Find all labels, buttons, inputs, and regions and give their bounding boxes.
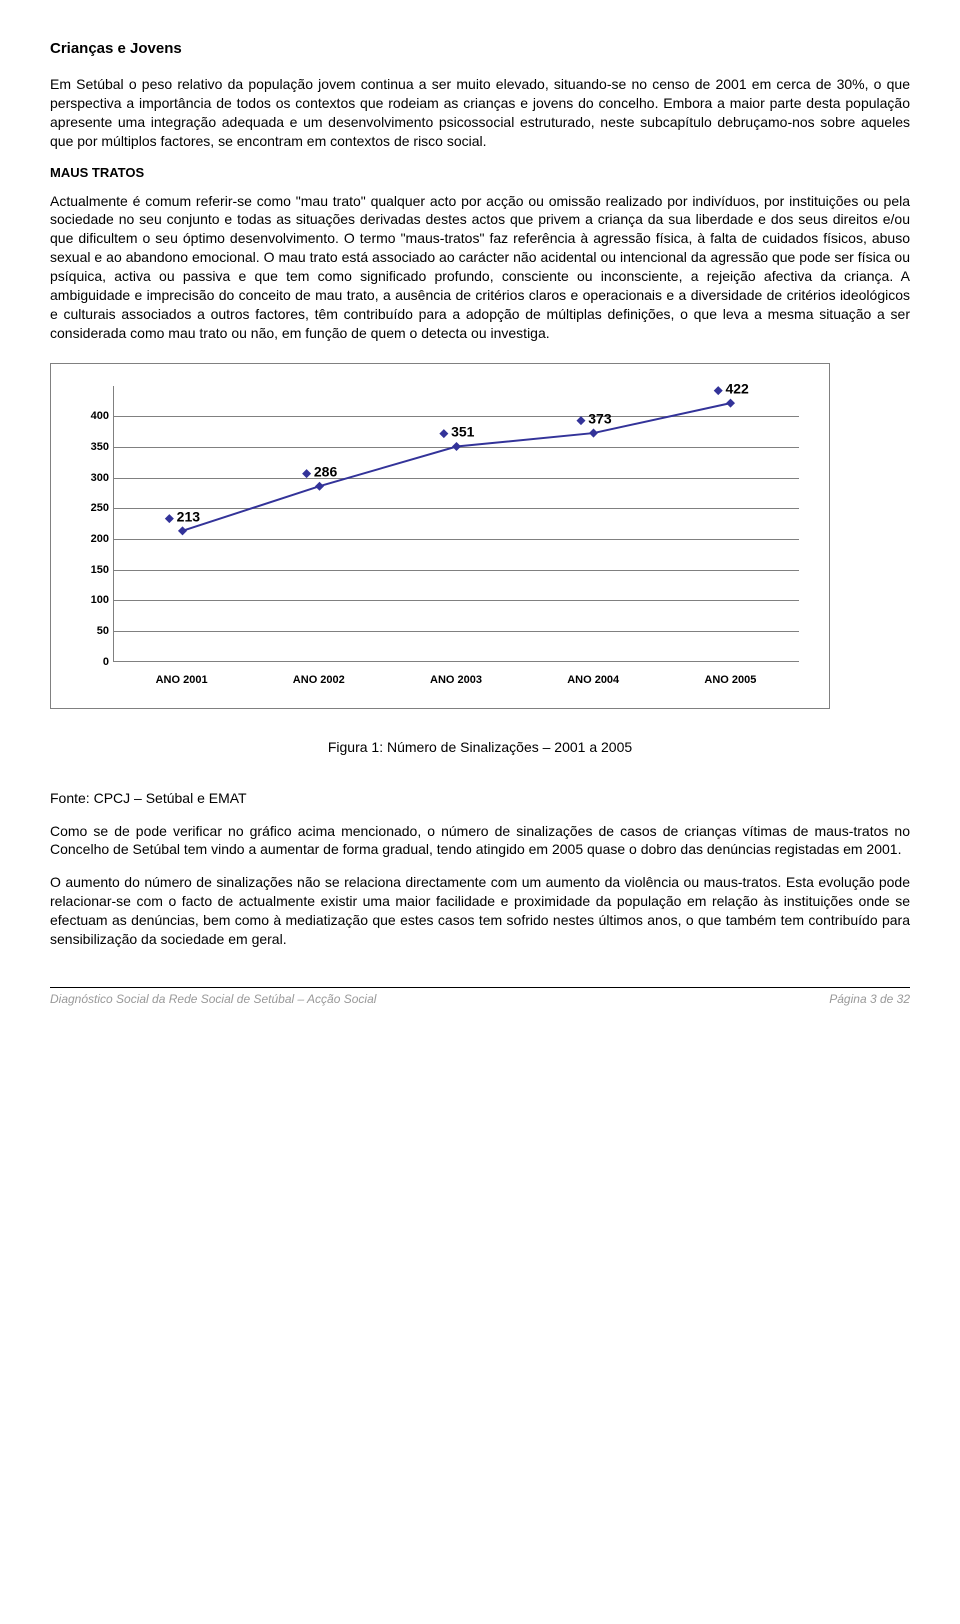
diamond-icon: ◆: [714, 384, 726, 396]
subheading-maus-tratos: MAUS TRATOS: [50, 165, 910, 180]
paragraph-intro: Em Setúbal o peso relativo da população …: [50, 75, 910, 151]
chart-data-label: ◆ 422: [714, 380, 749, 396]
chart-xtick: ANO 2002: [293, 674, 345, 686]
chart-xtick: ANO 2001: [156, 674, 208, 686]
page-footer: Diagnóstico Social da Rede Social de Set…: [50, 992, 910, 1006]
chart-ytick: 250: [79, 502, 109, 514]
chart-ytick: 0: [79, 656, 109, 668]
chart-data-label: ◆ 351: [440, 424, 475, 440]
chart-xtick: ANO 2004: [567, 674, 619, 686]
chart-ytick: 150: [79, 564, 109, 576]
page-title: Crianças e Jovens: [50, 40, 910, 57]
footer-left: Diagnóstico Social da Rede Social de Set…: [50, 992, 376, 1006]
chart-data-value: 422: [725, 380, 748, 396]
paragraph-analysis-2: O aumento do número de sinalizações não …: [50, 873, 910, 949]
chart-data-value: 351: [451, 424, 474, 440]
chart-ytick: 400: [79, 410, 109, 422]
chart-ytick: 200: [79, 533, 109, 545]
chart-caption: Figura 1: Número de Sinalizações – 2001 …: [50, 739, 910, 755]
footer-rule: [50, 987, 910, 988]
chart-data-value: 286: [314, 464, 337, 480]
chart-data-label: ◆ 373: [577, 411, 612, 427]
chart-data-value: 213: [177, 509, 200, 525]
chart-ytick: 50: [79, 625, 109, 637]
paragraph-analysis-1: Como se de pode verificar no gráfico aci…: [50, 822, 910, 860]
paragraph-maus-tratos: Actualmente é comum referir-se como "mau…: [50, 192, 910, 343]
chart-xtick: ANO 2005: [704, 674, 756, 686]
chart-ytick: 300: [79, 472, 109, 484]
chart-data-value: 373: [588, 411, 611, 427]
chart-container: ◆ 213◆ 286◆ 351◆ 373◆ 422 05010015020025…: [50, 363, 830, 709]
chart-ytick: 100: [79, 594, 109, 606]
diamond-icon: ◆: [440, 428, 452, 440]
diamond-icon: ◆: [165, 513, 177, 525]
chart-data-label: ◆ 286: [302, 464, 337, 480]
chart-ytick: 350: [79, 441, 109, 453]
chart-plot-area: ◆ 213◆ 286◆ 351◆ 373◆ 422 05010015020025…: [79, 386, 799, 686]
chart-data-label: ◆ 213: [165, 509, 200, 525]
diamond-icon: ◆: [577, 415, 589, 427]
chart-xtick: ANO 2003: [430, 674, 482, 686]
diamond-icon: ◆: [302, 468, 314, 480]
footer-right: Página 3 de 32: [829, 992, 910, 1006]
chart-source: Fonte: CPCJ – Setúbal e EMAT: [50, 789, 910, 808]
